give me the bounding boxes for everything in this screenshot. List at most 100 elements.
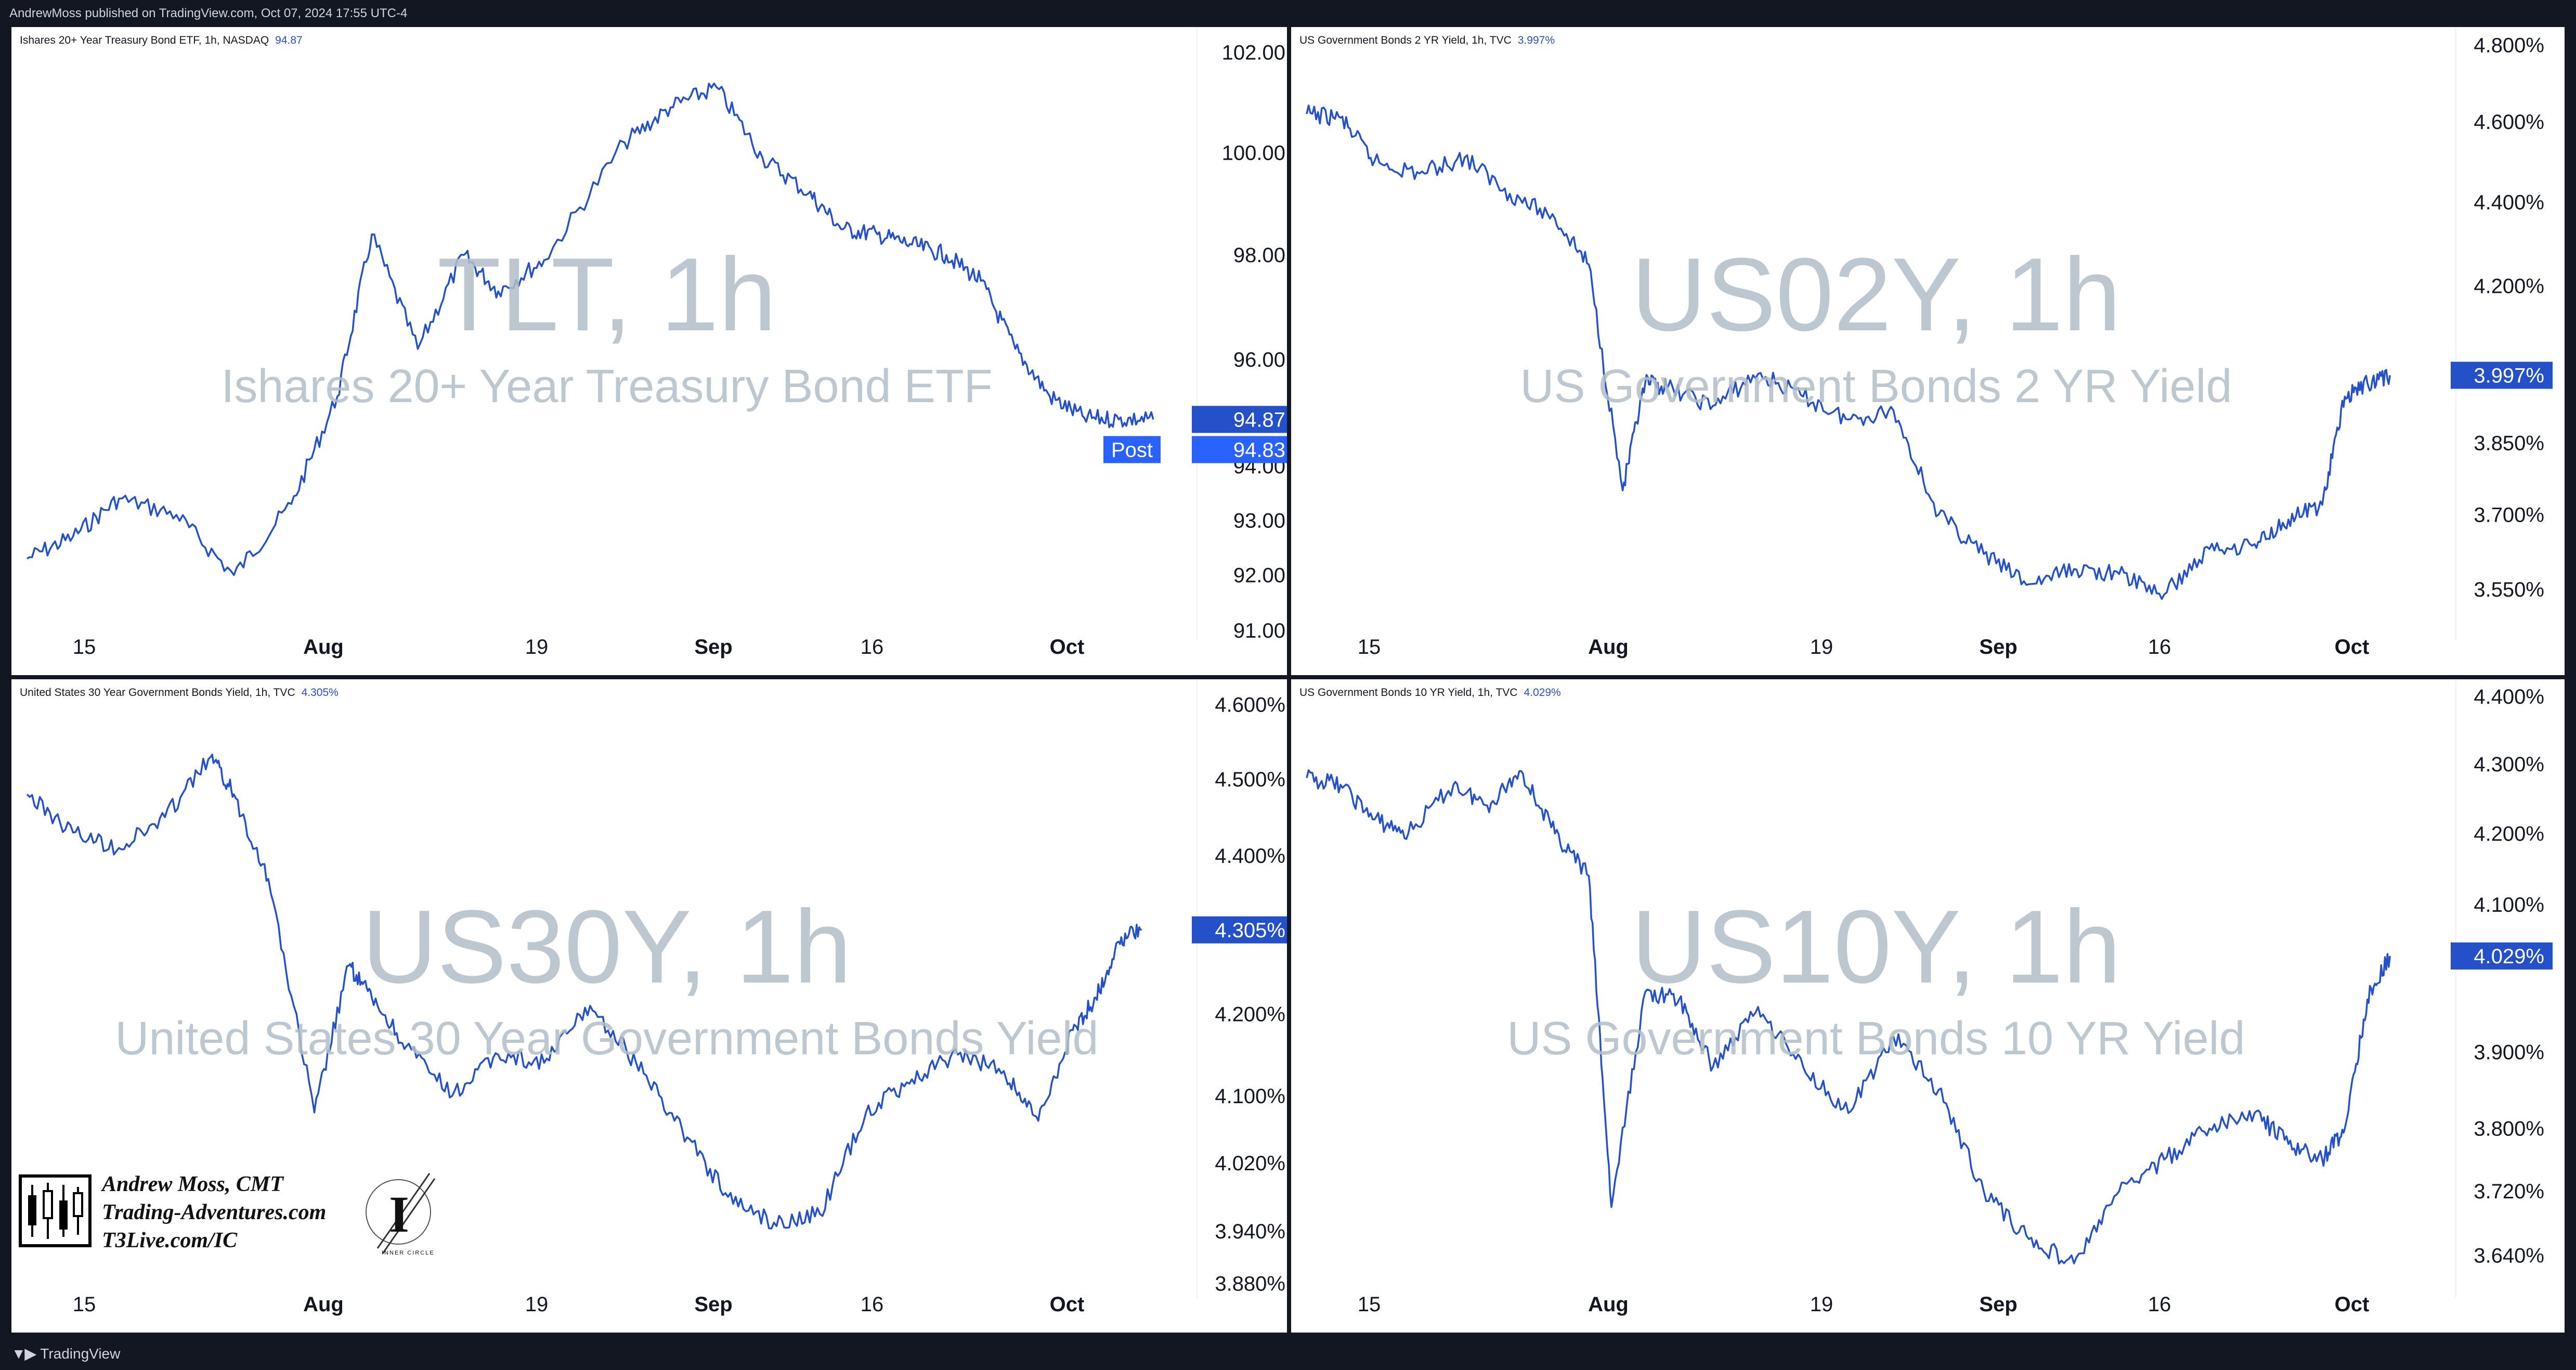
watermark-title: US10Y, 1h <box>1631 889 2121 1005</box>
x-tick-label: 19 <box>525 1293 549 1316</box>
post-market-label: Post <box>1111 438 1153 461</box>
y-tick-label: 3.640% <box>2474 1244 2544 1267</box>
y-tick-label: 4.020% <box>1215 1152 1285 1175</box>
x-tick-label: Sep <box>1979 1293 2017 1316</box>
seal-letter: I <box>389 1185 409 1243</box>
branding-link[interactable]: T3Live.com/IC <box>102 1229 238 1252</box>
x-tick-label: 19 <box>1810 636 1833 658</box>
branding-name: Andrew Moss, CMT <box>102 1172 283 1196</box>
x-tick-label: Aug <box>303 636 344 658</box>
legend-label: Ishares 20+ Year Treasury Bond ETF, 1h, … <box>20 34 269 46</box>
y-tick-label: 4.600% <box>1215 693 1285 716</box>
tradingview-logo-icon: ▼▶ <box>11 1346 36 1362</box>
watermark-subtitle: US Government Bonds 10 YR Yield <box>1507 1013 2245 1065</box>
x-tick-label: Oct <box>2335 636 2370 658</box>
chart-pane-tlt[interactable]: 102.00 100.00 98.00 96.00 94.00 93.00 92.00 91.… <box>11 27 1287 675</box>
x-tick-label: Aug <box>303 1293 344 1316</box>
branding-text: Andrew Moss, CMT Trading-Adventures.com … <box>102 1170 326 1255</box>
y-tick-label: 100.00 <box>1222 141 1285 164</box>
chart-svg-us30y[interactable]: 4.600% 4.500% 4.400% 4.200% 4.100% 4.020% 3.94… <box>11 679 1287 1333</box>
legend-value: 3.997% <box>1517 34 1555 46</box>
chart-pane-us02y[interactable]: 4.800% 4.600% 4.400% 4.200% 3.850% 3.700% 3.55… <box>1291 27 2565 675</box>
y-tick-label: 92.00 <box>1233 564 1285 587</box>
legend-value: 4.305% <box>301 687 339 699</box>
y-tick-label: 4.100% <box>2474 894 2544 916</box>
x-tick-label: 15 <box>73 1293 96 1316</box>
x-tick-label: Sep <box>1979 636 2017 658</box>
branding-site[interactable]: Trading-Adventures.com <box>102 1200 327 1224</box>
legend-label: US Government Bonds 10 YR Yield, 1h, TVC <box>1299 687 1518 699</box>
last-value-label: 4.029% <box>2474 945 2544 968</box>
watermark-title: US02Y, 1h <box>1631 237 2121 353</box>
seal-caption: INNER CIRCLE <box>382 1250 435 1256</box>
y-tick-label: 3.940% <box>1215 1220 1285 1243</box>
last-value-badge <box>2451 942 2553 970</box>
watermark-title: TLT, 1h <box>437 237 777 353</box>
last-value-label: 94.87 <box>1233 408 1285 431</box>
chart-svg-us02y[interactable]: 4.800% 4.600% 4.400% 4.200% 3.850% 3.700% 3.55… <box>1291 27 2565 675</box>
y-tick-label: 3.880% <box>1215 1273 1285 1296</box>
author-branding: Andrew Moss, CMT Trading-Adventures.com … <box>19 1170 445 1259</box>
publisher-line: AndrewMoss published on TradingView.com,… <box>9 6 408 20</box>
chart-legend: Ishares 20+ Year Treasury Bond ETF, 1h, … <box>20 34 303 47</box>
chart-pane-us10y[interactable]: 4.400% 4.300% 4.200% 4.100% 3.900% 3.800% 3.72… <box>1291 679 2565 1333</box>
x-tick-label: 15 <box>1358 1293 1381 1316</box>
legend-label: US Government Bonds 2 YR Yield, 1h, TVC <box>1299 34 1512 46</box>
y-tick-label: 102.00 <box>1222 42 1285 64</box>
y-tick-label: 3.850% <box>2474 432 2544 455</box>
x-tick-label: Sep <box>694 1293 732 1316</box>
y-tick-label: 4.800% <box>2474 34 2544 57</box>
y-tick-label: 3.800% <box>2474 1118 2544 1141</box>
last-value-label: 3.997% <box>2474 365 2544 387</box>
legend-label: United States 30 Year Government Bonds Y… <box>20 687 295 699</box>
y-tick-label: 4.400% <box>1215 845 1285 868</box>
y-tick-label: 3.550% <box>2474 578 2544 601</box>
x-tick-label: Oct <box>1050 636 1085 658</box>
x-tick-label: 16 <box>861 636 884 658</box>
chart-legend: United States 30 Year Government Bonds Y… <box>20 687 339 699</box>
chart-pane-us30y[interactable]: 4.600% 4.500% 4.400% 4.200% 4.100% 4.020% 3.94… <box>11 679 1287 1333</box>
post-value-label: 94.83 <box>1233 438 1285 461</box>
y-tick-label: 98.00 <box>1233 244 1285 267</box>
series-line[interactable] <box>26 753 1142 1230</box>
legend-value: 94.87 <box>275 34 303 46</box>
y-tick-label: 3.900% <box>2474 1041 2544 1064</box>
watermark-subtitle: US Government Bonds 2 YR Yield <box>1520 360 2232 412</box>
y-tick-label: 3.720% <box>2474 1180 2544 1203</box>
candlestick-logo-icon <box>19 1174 92 1247</box>
footer-logo-label[interactable]: TradingView <box>40 1346 121 1362</box>
x-tick-label: 15 <box>73 636 96 658</box>
x-tick-label: 16 <box>2148 636 2171 658</box>
series-line[interactable] <box>1306 104 2391 600</box>
x-tick-label: 16 <box>2148 1293 2171 1316</box>
x-tick-label: 15 <box>1358 636 1381 658</box>
y-tick-label: 4.200% <box>2474 275 2544 298</box>
y-tick-label: 4.200% <box>2474 822 2544 845</box>
y-tick-label: 4.100% <box>1215 1085 1285 1108</box>
x-tick-label: Aug <box>1588 1293 1629 1316</box>
last-value-badge <box>1192 406 1287 433</box>
last-value-badge <box>1192 916 1287 944</box>
x-tick-label: Aug <box>1588 636 1629 658</box>
chart-svg-tlt[interactable]: 102.00100.0098.0096.0094.0093.0092.0091.… <box>11 27 1287 675</box>
y-tick-label: 93.00 <box>1233 509 1285 532</box>
post-value-badge <box>1192 436 1287 463</box>
y-tick-label: 3.700% <box>2474 503 2544 526</box>
last-value-badge <box>2451 361 2553 389</box>
series-line[interactable] <box>27 82 1154 576</box>
legend-value: 4.029% <box>1524 687 1561 699</box>
y-tick-label: 91.00 <box>1233 619 1285 642</box>
series-line[interactable] <box>1306 769 2391 1265</box>
x-tick-label: Oct <box>1050 1293 1085 1316</box>
x-tick-label: 19 <box>525 636 549 658</box>
chart-svg-us10y[interactable]: 4.400% 4.300% 4.200% 4.100% 3.900% 3.800% 3.72… <box>1291 679 2565 1333</box>
x-tick-label: Sep <box>694 636 732 658</box>
post-market-badge <box>1103 436 1161 463</box>
x-tick-label: 19 <box>1810 1293 1833 1316</box>
y-tick-label: 4.400% <box>2474 686 2544 708</box>
watermark-subtitle: United States 30 Year Government Bonds Y… <box>115 1013 1099 1065</box>
y-tick-label: 4.300% <box>2474 753 2544 776</box>
last-value-label: 4.305% <box>1215 919 1285 942</box>
y-tick-label: 96.00 <box>1233 348 1285 371</box>
y-tick-label: 4.400% <box>2474 191 2544 214</box>
